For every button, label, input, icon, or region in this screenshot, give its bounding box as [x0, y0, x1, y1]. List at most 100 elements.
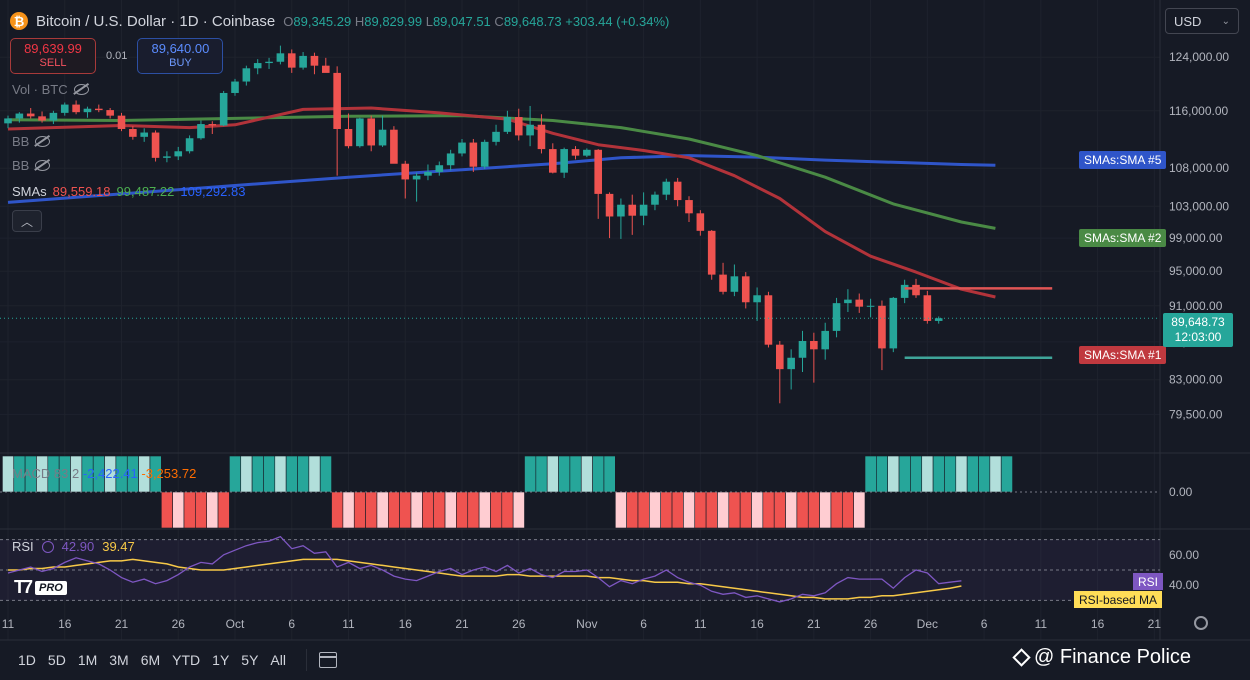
candle-body-up [60, 104, 69, 113]
candle-body-up [378, 129, 387, 146]
timeframe-1d[interactable]: 1D [18, 652, 36, 668]
candle-body-up [787, 357, 795, 370]
chevron-up-icon: ︿ [20, 214, 33, 229]
eye-hidden-icon[interactable] [35, 160, 51, 171]
macd-bar-positive [274, 455, 287, 493]
price-tick-label: 91,000.00 [1169, 299, 1223, 313]
indicator-smas[interactable]: SMAs 89,559.18 99,487.22 109,292.83 [12, 184, 245, 199]
rsi-legend[interactable]: RSI 42.90 39.47 [12, 539, 135, 554]
indicator-bb-1[interactable]: BB [12, 134, 51, 149]
macd-bar-negative [660, 491, 673, 529]
bitcoin-icon: ₿ [10, 12, 28, 30]
macd-bar-positive [592, 455, 605, 493]
timeframe-5d[interactable]: 5D [47, 652, 66, 668]
candle-body-up [4, 118, 12, 124]
collapse-legend-button[interactable]: ︿ [12, 210, 42, 232]
indicator-volume[interactable]: Vol · BTC [12, 82, 89, 97]
symbol-title[interactable]: Bitcoin / U.S. Dollar · 1D · Coinbase [36, 12, 276, 30]
candle-body-down [367, 118, 375, 146]
indicator-bb-2[interactable]: BB [12, 158, 51, 173]
time-tick-label: 21 [807, 617, 821, 631]
candlestick-series [4, 45, 943, 404]
smas-label: SMAs [12, 184, 47, 199]
candle-body-up [231, 81, 239, 93]
candle-body-down [106, 110, 114, 116]
macd-bar-negative [728, 491, 741, 529]
macd-bar-negative [739, 491, 752, 529]
timeframe-5y[interactable]: 5Y [241, 652, 259, 668]
bb-label: BB [12, 134, 30, 149]
sell-button[interactable]: 89,639.99 SELL [10, 38, 96, 74]
macd-bar-negative [501, 491, 514, 529]
candle-body-down [322, 65, 330, 73]
macd-bar-negative [183, 491, 196, 529]
timeframe-1m[interactable]: 1M [77, 652, 98, 668]
buy-button[interactable]: 89,640.00 BUY [137, 38, 224, 74]
eye-hidden-icon[interactable] [73, 84, 89, 95]
eye-hidden-icon[interactable] [35, 136, 51, 147]
candle-body-up [412, 175, 421, 180]
macd-bar-negative [490, 491, 503, 529]
currency-select[interactable]: USD ⌄ [1165, 8, 1239, 34]
macd-bar-positive [921, 455, 934, 493]
macd-legend[interactable]: MACD 83 2 -2,422.41 -3,253.72 [12, 466, 196, 481]
timeframe-1y[interactable]: 1Y [212, 652, 230, 668]
calendar-range-icon[interactable] [318, 652, 337, 668]
gear-icon[interactable] [1194, 616, 1208, 630]
rsi-tag: RSI [1133, 573, 1164, 590]
close-key: C [494, 13, 504, 29]
macd-bar-negative [717, 491, 730, 529]
candle-body-up [583, 149, 591, 156]
open-value: 89,345.29 [293, 13, 352, 29]
time-tick-label: Nov [576, 617, 597, 631]
macd-bar-negative [705, 491, 718, 529]
macd-bar-positive [603, 455, 616, 493]
macd-label: MACD 83 2 [12, 466, 80, 481]
timeframe-3m[interactable]: 3M [109, 652, 129, 668]
candle-body-up [900, 284, 909, 298]
timeframe-all[interactable]: All [270, 652, 286, 668]
time-tick-label: 11 [2, 617, 15, 631]
watermark-brand: @ Finance Police [1012, 646, 1191, 669]
sma2-tag: SMAs:SMA #2 [1079, 229, 1167, 247]
sma1-tag: SMAs:SMA #1 [1079, 346, 1167, 364]
macd-bar-negative [387, 491, 400, 529]
volume-label: Vol · BTC [12, 82, 68, 97]
tradingview-logo: T7 PRO [14, 577, 67, 598]
macd-bar-negative [206, 491, 219, 529]
timeframe-ytd[interactable]: YTD [172, 652, 201, 668]
candle-body-up [435, 165, 444, 172]
time-tick-label: 6 [640, 617, 647, 631]
time-tick-label: 21 [1148, 617, 1162, 631]
candle-body-up [424, 171, 432, 176]
open-key: O [283, 13, 294, 29]
candle-body-down [117, 115, 126, 129]
macd-bar-negative [819, 491, 832, 529]
macd-bar-negative [410, 491, 423, 529]
macd-bar-positive [1000, 455, 1013, 493]
macd-bar-positive [240, 455, 253, 493]
candle-body-down [537, 124, 546, 150]
price-tick-label: 95,000.00 [1169, 264, 1223, 278]
candle-body-down [469, 142, 478, 167]
macd-bar-negative [195, 491, 208, 529]
candle-body-up [265, 61, 273, 64]
settings-circle-icon[interactable] [41, 540, 54, 553]
candle-body-down [707, 230, 716, 275]
candle-body-up [253, 63, 262, 69]
candle-body-down [208, 124, 217, 126]
candle-body-down [38, 116, 46, 121]
time-tick-label: 26 [512, 617, 526, 631]
trade-panel: 89,639.99 SELL 0.01 89,640.00 BUY [10, 38, 224, 74]
macd-bar-negative [331, 491, 344, 529]
time-tick-label: 21 [115, 617, 129, 631]
macd-bar-negative [841, 491, 854, 529]
candle-body-up [651, 194, 659, 205]
timeframe-6m[interactable]: 6M [140, 652, 161, 668]
candle-body-down [912, 284, 920, 296]
macd-bar-positive [944, 455, 957, 493]
chevron-down-icon: ⌄ [1221, 15, 1230, 27]
sma1-value: 89,559.18 [52, 184, 111, 199]
macd-value-2: -3,253.72 [141, 466, 197, 481]
macd-bar-negative [217, 491, 230, 529]
